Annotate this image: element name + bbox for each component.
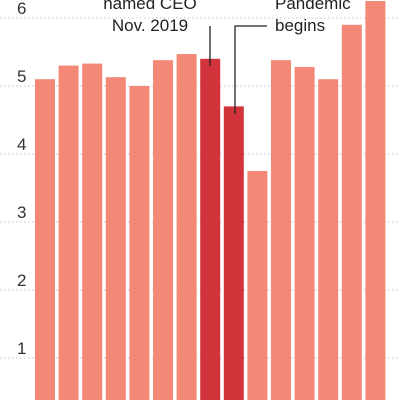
annotation-label: named CEO Nov. 2019 [103,0,197,35]
annotation-label: Pandemic begins [275,0,351,35]
y-tick-label: 4 [17,135,26,154]
bar [129,86,150,400]
y-tick-label: 6 [17,0,26,18]
bar [105,77,126,400]
y-tick-label: 3 [17,203,26,222]
bar [271,60,291,400]
annotation-layer: named CEO Nov. 2019 Pandemic begins [103,0,351,114]
bar [35,79,55,400]
bar-highlighted [200,58,221,400]
bar [153,60,173,400]
bar [318,79,339,400]
bar-layer [35,1,386,400]
bar [341,24,362,400]
bar [247,171,268,400]
y-tick-label: 1 [17,339,26,358]
y-tick-layer: 1 2 3 4 5 6 [17,0,26,358]
bar [58,65,79,400]
bar [82,63,103,400]
bar-highlighted [223,106,244,400]
bar [176,54,197,400]
y-tick-label: 2 [17,271,26,290]
bar [365,1,386,400]
y-tick-label: 5 [17,67,26,86]
bar [294,66,315,400]
annotation-leader-line [234,25,267,114]
